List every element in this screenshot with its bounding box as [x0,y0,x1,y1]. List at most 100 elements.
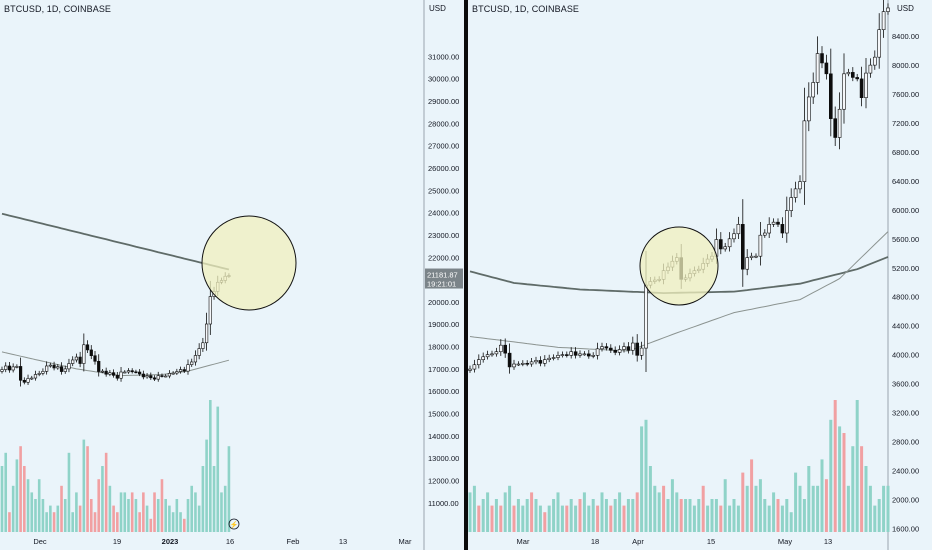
y-tick-label: 5600.00 [892,235,919,244]
candle [160,375,164,377]
candle [149,375,153,379]
candle [134,371,138,374]
y-tick-label: 26000.00 [428,164,459,173]
x-tick-label: Dec [33,537,47,546]
volume-bar [37,479,41,532]
volume-bar [30,492,34,532]
volume-bar [873,505,877,532]
volume-bar [688,499,692,532]
volume-bar [807,466,811,532]
volume-bar [179,512,182,532]
candle [490,353,494,356]
volume-bar [745,485,749,532]
candle [877,29,882,58]
volume-bar [741,472,745,532]
volume-bar [574,505,578,532]
ma-50-line [1,351,230,377]
volume-bar [772,492,776,532]
candle [468,368,472,371]
candle [208,296,212,325]
volume-bar [127,499,130,532]
volume-bar [530,492,534,532]
y-tick-label: 6800.00 [892,148,919,157]
volume-bar [794,472,798,532]
candle [126,370,131,373]
candle [622,346,626,350]
candle [604,346,609,349]
candle [591,355,595,357]
volume-bar [846,485,850,532]
x-tick-label: 18 [591,537,599,546]
candle [74,356,78,361]
volume-bar [521,505,525,532]
volume-bar [692,505,696,532]
candle [784,210,789,234]
candle [864,72,868,98]
candle [89,349,93,357]
volume-bar [648,466,652,532]
candle [472,364,477,370]
volume-bar [41,499,45,532]
volume-bar [160,479,164,532]
volume-bar [220,492,223,532]
volume-bar [868,485,872,532]
candle [503,344,508,354]
right-chart-panel[interactable]: 1600.00 2000.00 2400.00 2800.00 3200.00 3600.… [468,0,932,550]
volume-bar [882,485,886,532]
volume-bar [93,512,97,532]
left-chart-canvas[interactable]: 11000.00 12000.00 13000.00 14000.00 15000.00… [0,0,464,550]
candle [145,375,149,378]
candle [71,359,75,364]
left-chart-panel[interactable]: 11000.00 12000.00 13000.00 14000.00 15000.00… [0,0,464,550]
volume-bar [833,400,837,532]
volume-bar [842,433,846,532]
y-tick-label: 17000.00 [428,365,459,374]
volume-bar [52,512,56,532]
candle [481,356,485,360]
candle [639,347,644,356]
x-tick-label: 15 [707,537,715,546]
volume-bar [631,499,635,532]
candle [850,72,855,78]
volume-bar [108,485,112,532]
volume-bar [591,499,595,532]
panel-divider[interactable] [464,0,468,550]
candle [595,348,600,356]
y-tick-label: 7600.00 [892,90,919,99]
candle [600,346,604,350]
candle [485,354,490,358]
volume-bar [45,512,48,532]
y-tick-label: 3200.00 [892,409,919,418]
volume-bar [490,505,494,532]
candle [587,353,591,357]
volume-bar [780,505,784,532]
volume-bar [494,499,498,532]
volume-bar [171,512,175,532]
candle [197,348,201,356]
last-price-badge [425,268,463,289]
volume-bar [134,499,138,532]
volume-bar [754,485,758,532]
candle [11,366,15,371]
candle [859,78,864,98]
volume-bar [19,446,22,532]
volume-bar [538,505,542,532]
right-chart-canvas[interactable]: 1600.00 2000.00 2400.00 2800.00 3200.00 3600.… [468,0,932,550]
y-tick-label: 25000.00 [428,186,459,195]
volume-bar [820,459,824,532]
y-tick-label: 2000.00 [892,495,919,504]
volume-bar [714,499,718,532]
volume-bar [164,499,167,532]
candle [4,365,8,370]
y-tick-label: 31000.00 [428,52,459,61]
volume-bar [86,446,89,532]
volume-bar [829,419,833,532]
volume-bar [543,512,547,532]
right-price-unit: USD [897,4,914,13]
volume-bar [486,492,490,532]
annotation-circle [639,226,719,306]
volume-bar [119,492,123,532]
candle [578,353,582,356]
candle [520,362,525,365]
candle [617,349,622,353]
